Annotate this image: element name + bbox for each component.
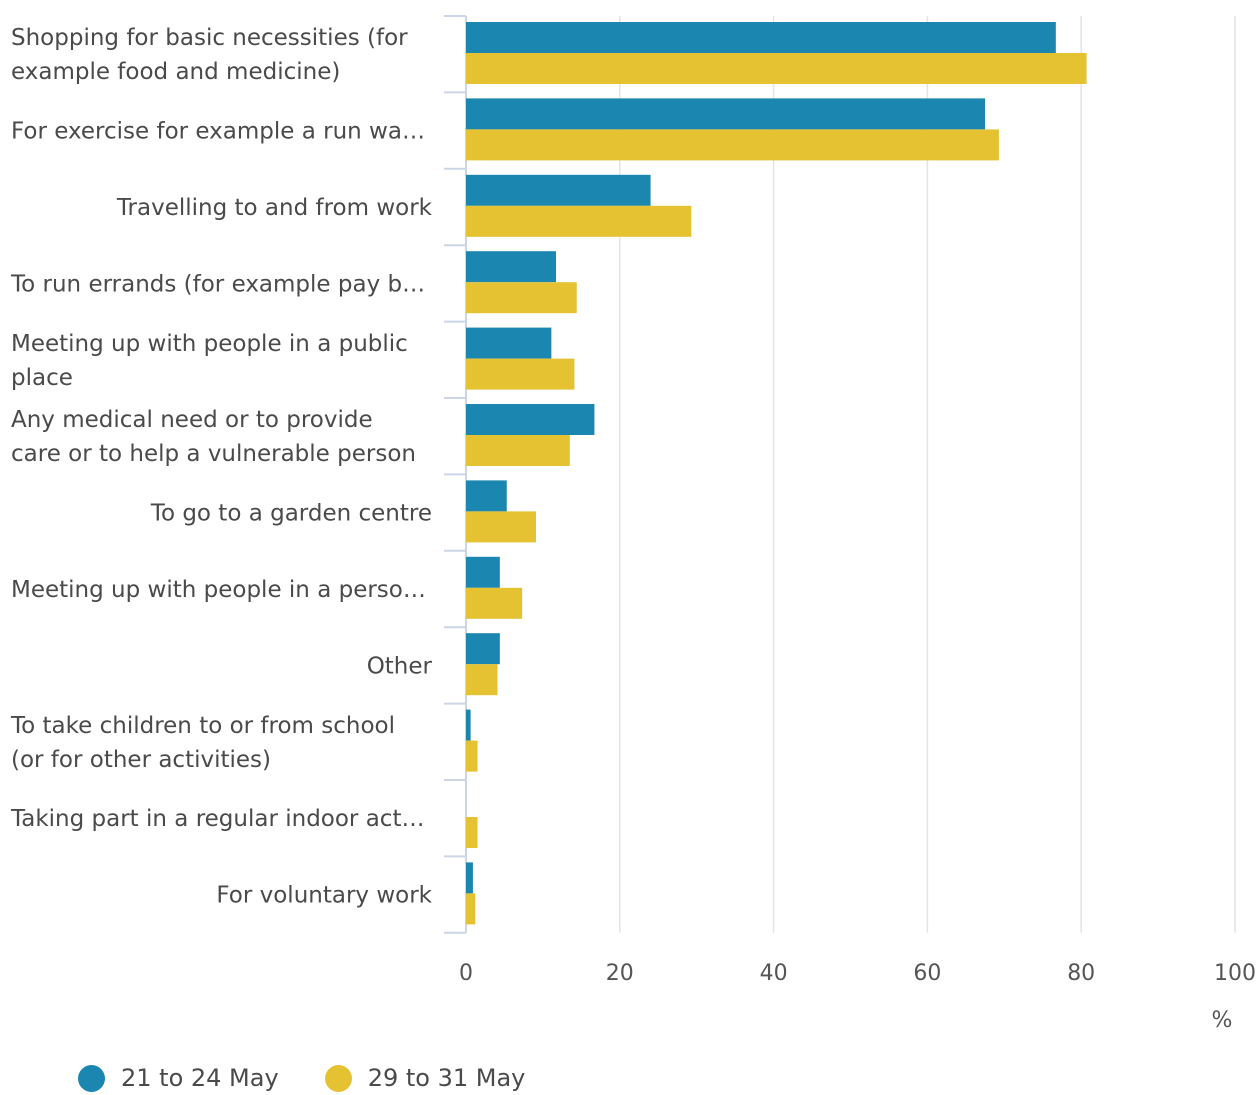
category-label: For exercise for example a run wa… xyxy=(11,119,425,145)
category-label: To run errands (for example pay b… xyxy=(10,271,425,297)
bar xyxy=(466,664,498,696)
category-label: To take children to or from school (or fo… xyxy=(10,713,395,773)
bar xyxy=(466,282,577,314)
bar xyxy=(466,740,478,772)
category-label: Meeting up with people in a perso… xyxy=(11,577,426,603)
bar xyxy=(466,435,570,466)
category-label-line: example food and medicine) xyxy=(11,59,340,85)
category-label-line: Meeting up with people in a public xyxy=(11,331,408,357)
category-label-line: For exercise for example a run wa… xyxy=(11,119,425,145)
bar xyxy=(466,53,1087,84)
x-axis-unit: % xyxy=(1212,1008,1233,1033)
bar xyxy=(466,98,986,130)
x-tick-label: 0 xyxy=(459,961,473,986)
bar xyxy=(466,327,552,359)
x-tick-label: 80 xyxy=(1067,961,1095,986)
legend-marker xyxy=(324,1064,352,1092)
legend-item-series-1: 21 to 24 May xyxy=(78,1064,279,1092)
bars xyxy=(466,22,1087,925)
bar xyxy=(466,862,473,894)
y-axis xyxy=(444,15,467,934)
category-label-line: Travelling to and from work xyxy=(116,195,433,221)
bar xyxy=(466,893,476,925)
chart: Shopping for basic necessities (for examp… xyxy=(10,15,1256,1033)
legend-label: 21 to 24 May xyxy=(121,1064,279,1092)
x-tick-label: 20 xyxy=(606,961,634,986)
x-tick-label: 40 xyxy=(760,961,788,986)
bar xyxy=(466,404,595,435)
gridlines xyxy=(619,16,1236,933)
category-label: Shopping for basic necessities (for examp… xyxy=(11,25,408,85)
category-label-line: Other xyxy=(367,653,433,679)
bar xyxy=(466,817,478,848)
x-tick-label: 100 xyxy=(1214,961,1256,986)
bar xyxy=(466,480,507,512)
category-label-line: (or for other activities) xyxy=(11,747,271,773)
category-label: Travelling to and from work xyxy=(116,195,433,221)
category-label-line: To take children to or from school xyxy=(10,713,395,739)
category-label: Any medical need or to provide care or to… xyxy=(11,407,416,467)
category-label-line: care or to help a vulnerable person xyxy=(11,441,416,467)
bar xyxy=(466,129,999,161)
bar xyxy=(466,709,471,741)
category-label-line: Shopping for basic necessities (for xyxy=(11,25,408,51)
legend-item-series-2: 29 to 31 May xyxy=(324,1064,526,1092)
category-label: To go to a garden centre xyxy=(150,501,432,527)
category-label-line: For voluntary work xyxy=(216,883,432,909)
category-label-line: Taking part in a regular indoor act… xyxy=(10,806,424,832)
bar xyxy=(466,205,692,237)
x-tick-label: 60 xyxy=(913,961,941,986)
x-axis-tick-labels: 0 20 40 60 80 100 xyxy=(459,961,1256,986)
bar xyxy=(466,556,500,588)
bar xyxy=(466,251,556,283)
legend: 21 to 24 May 29 to 31 May xyxy=(78,1064,571,1092)
legend-label: 29 to 31 May xyxy=(367,1064,526,1092)
bar xyxy=(466,587,523,619)
bar xyxy=(466,633,500,665)
legend-marker xyxy=(78,1064,105,1092)
category-label: Other xyxy=(367,653,433,679)
category-label: Taking part in a regular indoor act… xyxy=(10,806,424,832)
bar xyxy=(466,511,536,543)
category-label-line: place xyxy=(11,365,73,391)
category-label-line: To go to a garden centre xyxy=(150,501,432,527)
category-label-line: Meeting up with people in a perso… xyxy=(11,577,426,603)
bar xyxy=(466,22,1056,53)
category-label-line: Any medical need or to provide xyxy=(11,407,373,433)
category-labels: Shopping for basic necessities (for examp… xyxy=(10,25,433,908)
bar xyxy=(466,358,575,390)
category-label: Meeting up with people in a public place xyxy=(11,331,408,391)
category-label: For voluntary work xyxy=(216,883,432,909)
category-label-line: To run errands (for example pay b… xyxy=(10,271,425,297)
bar xyxy=(466,174,651,206)
